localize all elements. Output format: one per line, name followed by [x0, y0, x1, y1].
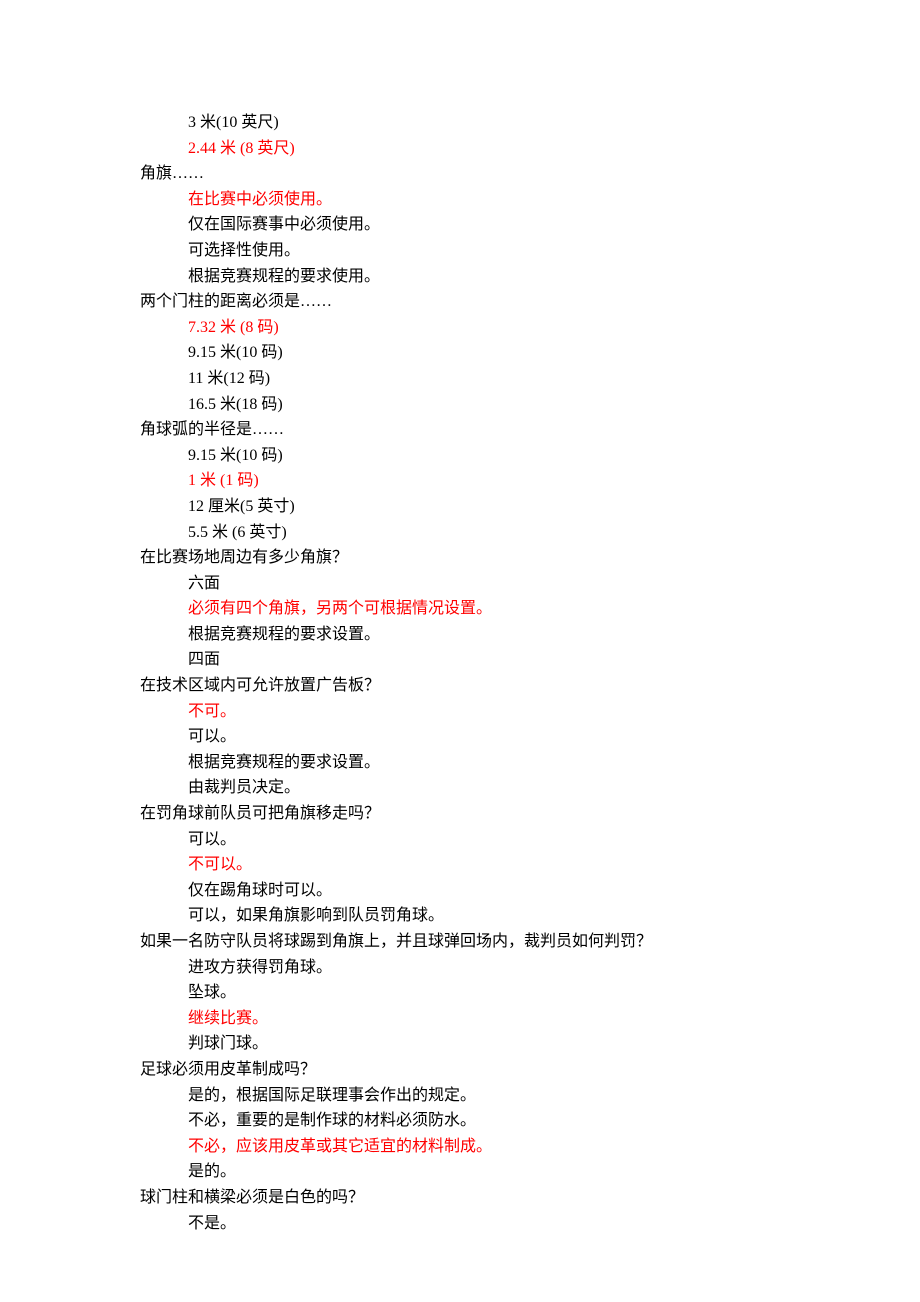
option-text: 仅在踢角球时可以。: [140, 878, 920, 904]
question-text: 两个门柱的距离必须是……: [140, 289, 920, 315]
option-text: 9.15 米(10 码): [140, 443, 920, 469]
question-text: 足球必须用皮革制成吗？: [140, 1057, 920, 1083]
option-text: 可以。: [140, 724, 920, 750]
option-text: 可以。: [140, 827, 920, 853]
option-text: 是的。: [140, 1159, 920, 1185]
question-text: 在技术区域内可允许放置广告板？: [140, 673, 920, 699]
option-text: 11 米(12 码): [140, 366, 920, 392]
option-text: 不必，重要的是制作球的材料必须防水。: [140, 1108, 920, 1134]
option-text: 必须有四个角旗，另两个可根据情况设置。: [140, 596, 920, 622]
question-text: 如果一名防守队员将球踢到角旗上，并且球弹回场内，裁判员如何判罚？: [140, 929, 920, 955]
option-text: 在比赛中必须使用。: [140, 187, 920, 213]
option-text: 由裁判员决定。: [140, 775, 920, 801]
option-text: 7.32 米 (8 码): [140, 315, 920, 341]
option-text: 进攻方获得罚角球。: [140, 955, 920, 981]
question-text: 角旗……: [140, 161, 920, 187]
option-text: 可选择性使用。: [140, 238, 920, 264]
option-text: 2.44 米 (8 英尺): [140, 136, 920, 162]
option-text: 不是。: [140, 1211, 920, 1237]
question-text: 角球弧的半径是……: [140, 417, 920, 443]
option-text: 根据竞赛规程的要求设置。: [140, 622, 920, 648]
option-text: 根据竞赛规程的要求设置。: [140, 750, 920, 776]
option-text: 坠球。: [140, 980, 920, 1006]
question-text: 在比赛场地周边有多少角旗？: [140, 545, 920, 571]
option-text: 判球门球。: [140, 1031, 920, 1057]
option-text: 是的，根据国际足联理事会作出的规定。: [140, 1083, 920, 1109]
option-text: 3 米(10 英尺): [140, 110, 920, 136]
option-text: 根据竞赛规程的要求使用。: [140, 264, 920, 290]
option-text: 1 米 (1 码): [140, 468, 920, 494]
option-text: 可以，如果角旗影响到队员罚角球。: [140, 903, 920, 929]
option-text: 16.5 米(18 码): [140, 392, 920, 418]
option-text: 六面: [140, 571, 920, 597]
option-text: 5.5 米 (6 英寸): [140, 520, 920, 546]
option-text: 不可。: [140, 699, 920, 725]
option-text: 仅在国际赛事中必须使用。: [140, 212, 920, 238]
option-text: 不可以。: [140, 852, 920, 878]
option-text: 继续比赛。: [140, 1006, 920, 1032]
question-text: 球门柱和横梁必须是白色的吗？: [140, 1185, 920, 1211]
option-text: 12 厘米(5 英寸): [140, 494, 920, 520]
document-page: 3 米(10 英尺)2.44 米 (8 英尺)角旗……在比赛中必须使用。仅在国际…: [0, 0, 920, 1296]
option-text: 四面: [140, 647, 920, 673]
option-text: 9.15 米(10 码): [140, 340, 920, 366]
option-text: 不必，应该用皮革或其它适宜的材料制成。: [140, 1134, 920, 1160]
question-text: 在罚角球前队员可把角旗移走吗？: [140, 801, 920, 827]
